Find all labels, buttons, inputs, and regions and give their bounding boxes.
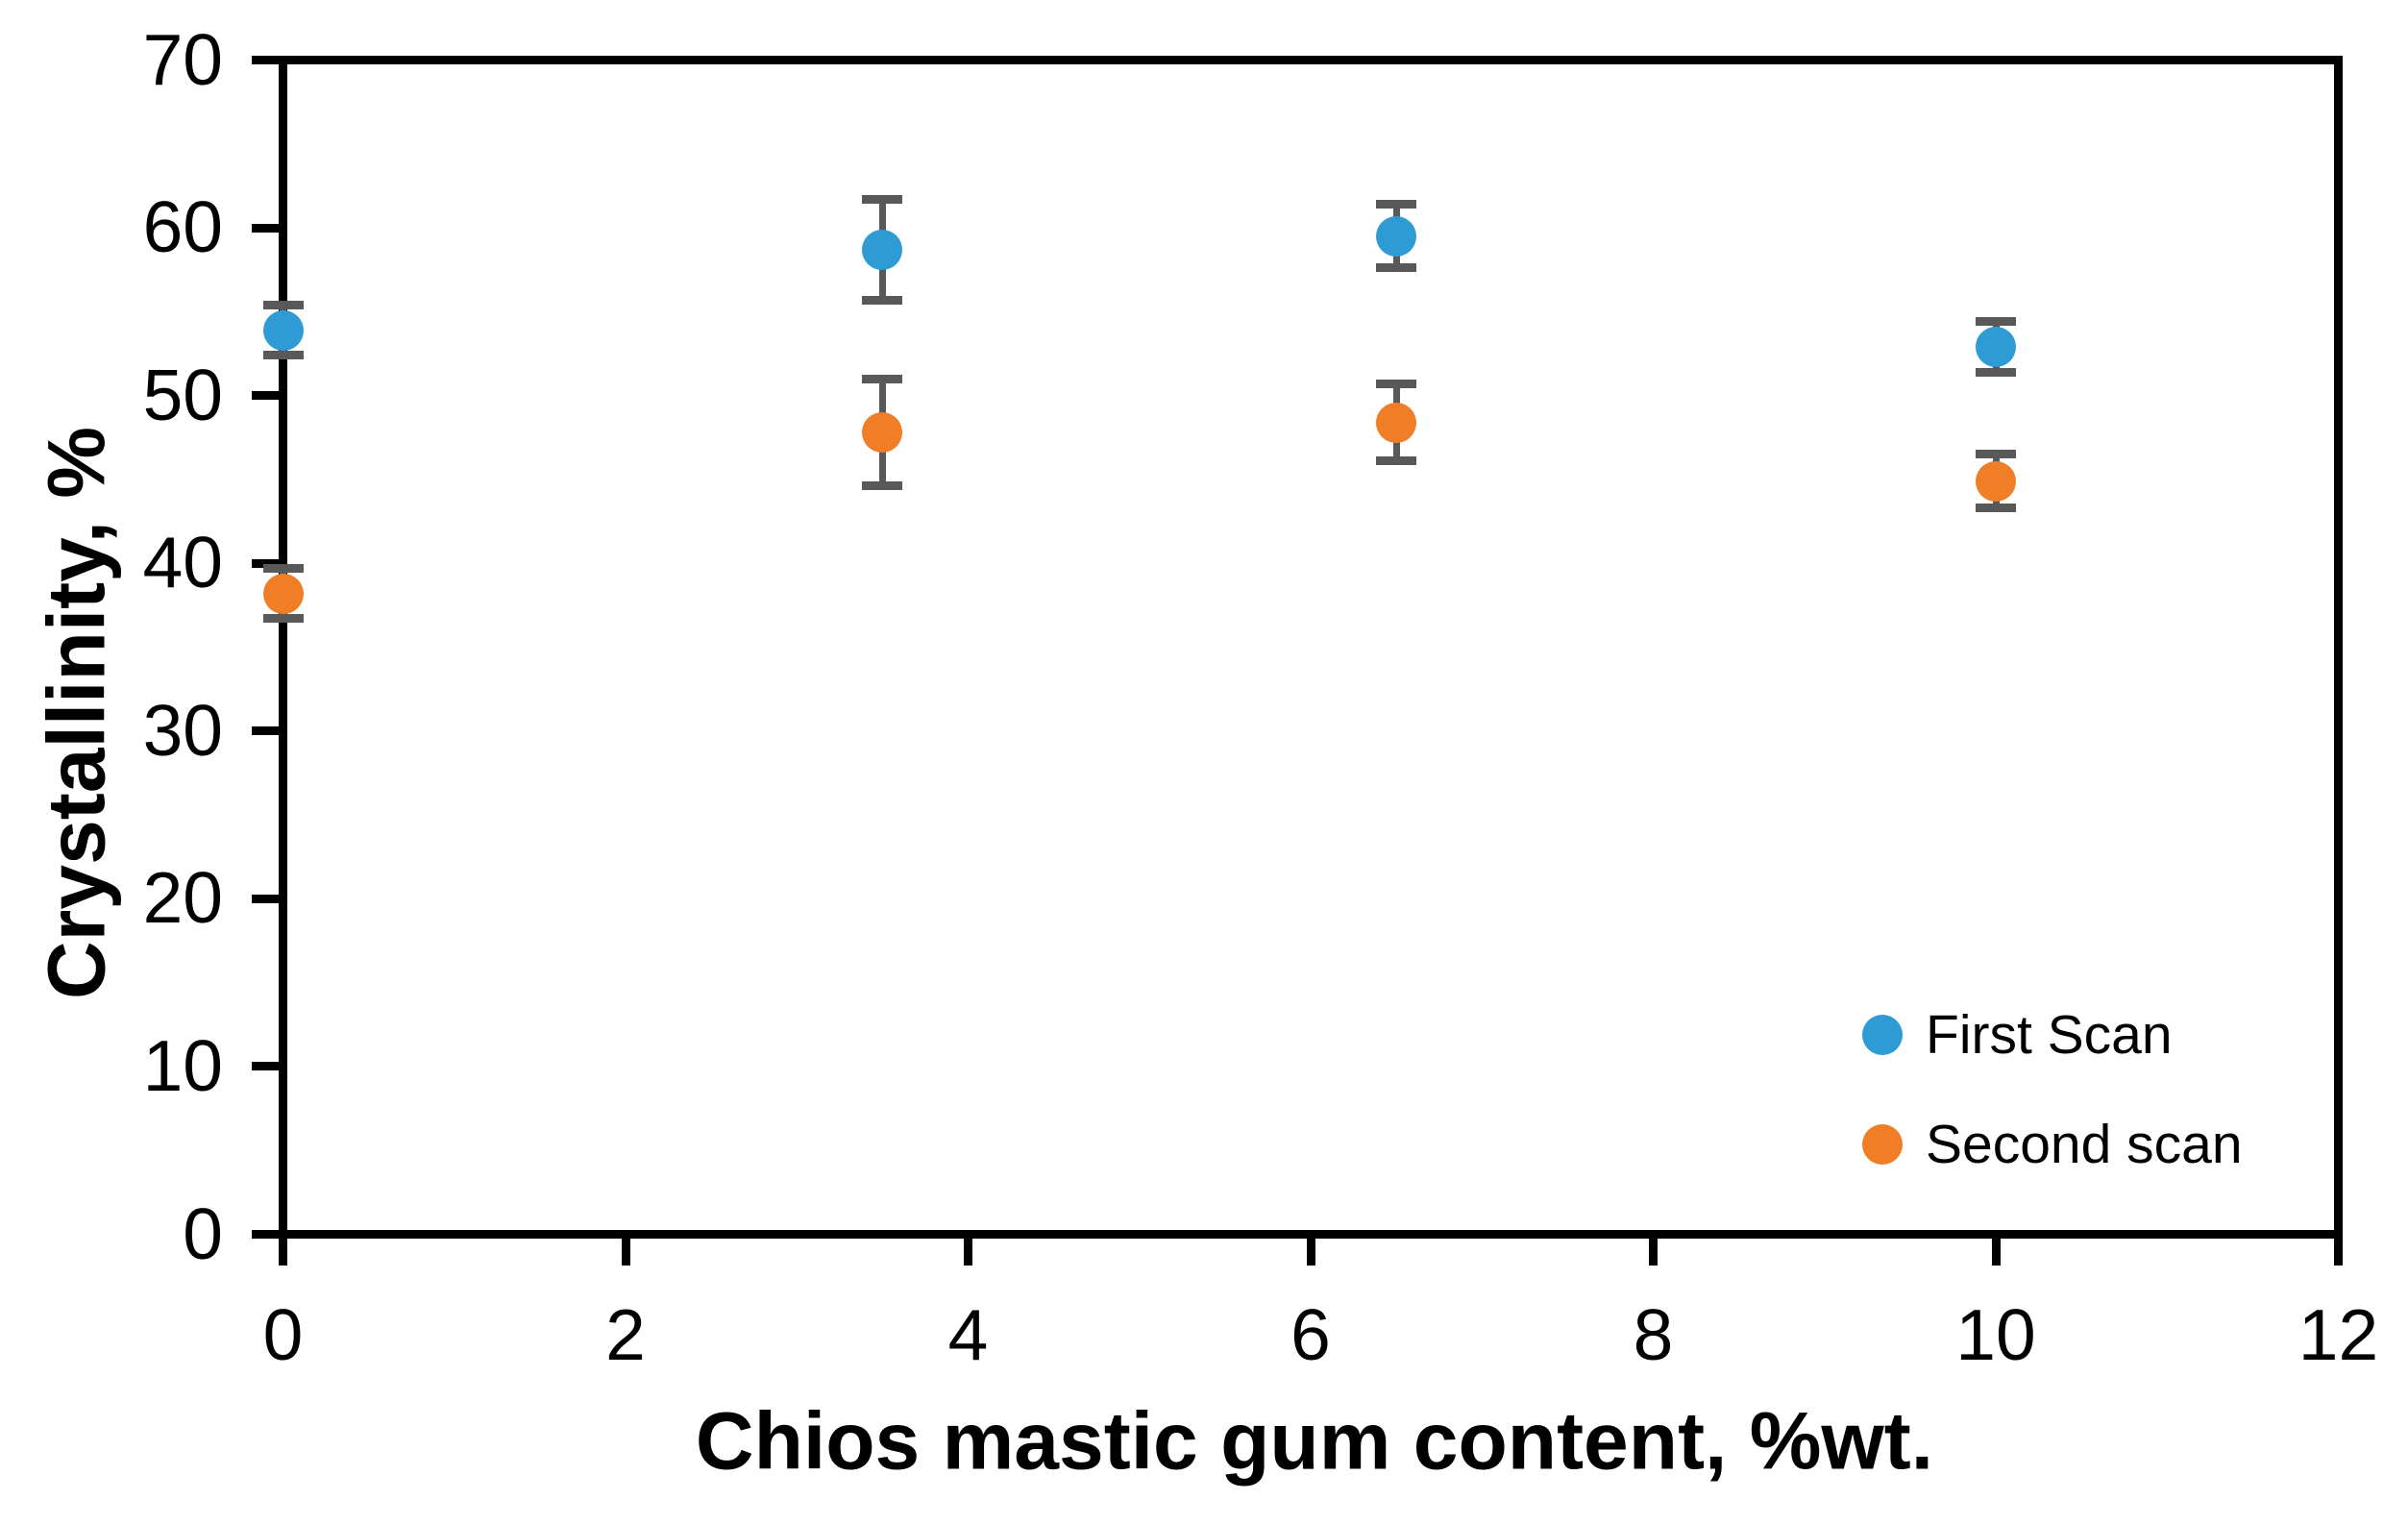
- y-axis-tick: [252, 726, 279, 736]
- error-bar-cap: [1376, 263, 1417, 273]
- y-tick-label: 20: [142, 857, 223, 939]
- error-bar-cap: [1976, 450, 2016, 459]
- x-axis-tick: [1649, 1239, 1658, 1266]
- y-axis-tick: [252, 391, 279, 401]
- legend-label: Second scan: [1926, 1114, 2243, 1175]
- x-axis-title: Chios mastic gum content, %wt.: [695, 1395, 1934, 1487]
- x-axis-tick: [279, 1239, 287, 1266]
- x-axis-tick: [1991, 1239, 2001, 1266]
- legend-label: First Scan: [1926, 1004, 2173, 1066]
- error-bar-cap: [1976, 504, 2016, 513]
- x-axis-tick: [1306, 1239, 1315, 1266]
- y-axis-tick: [252, 1230, 279, 1239]
- x-axis-tick: [621, 1239, 630, 1266]
- y-tick-label: 50: [142, 354, 223, 435]
- legend-item: First Scan: [1862, 1004, 2243, 1066]
- error-bar-cap: [862, 481, 903, 491]
- error-bar-cap: [262, 300, 304, 309]
- error-bar-cap: [862, 194, 903, 204]
- data-point-first-scan-x10: [1976, 327, 2016, 368]
- x-axis-tick: [2334, 1239, 2343, 1266]
- legend-item: Second scan: [1862, 1114, 2243, 1175]
- y-axis-tick: [252, 894, 279, 903]
- x-axis-tick: [964, 1239, 972, 1266]
- legend-marker-icon: [1862, 1124, 1903, 1165]
- error-bar-cap: [1376, 200, 1417, 209]
- y-axis-tick: [252, 223, 279, 233]
- x-tick-label: 2: [605, 1294, 646, 1375]
- data-point-first-scan-x3.5: [862, 229, 903, 270]
- error-bar-cap: [262, 563, 304, 573]
- data-point-second-scan-x6.5: [1376, 402, 1417, 443]
- error-bar-cap: [262, 351, 304, 360]
- x-tick-label: 12: [2297, 1294, 2379, 1375]
- error-bar-cap: [862, 374, 903, 383]
- y-tick-label: 0: [183, 1192, 223, 1274]
- data-point-first-scan-x6.5: [1376, 215, 1417, 257]
- y-tick-label: 70: [142, 18, 223, 100]
- error-bar-cap: [1976, 317, 2016, 327]
- x-tick-label: 6: [1290, 1294, 1331, 1375]
- legend: First Scan Second scan: [1862, 1004, 2243, 1223]
- legend-marker-icon: [1862, 1015, 1903, 1055]
- y-tick-label: 10: [142, 1024, 223, 1106]
- error-bar-cap: [1376, 379, 1417, 388]
- x-tick-label: 10: [1955, 1294, 2036, 1375]
- data-point-first-scan-x0: [262, 309, 304, 351]
- data-point-second-scan-x10: [1976, 460, 2016, 502]
- error-bar-cap: [262, 614, 304, 624]
- error-bar-cap: [1976, 367, 2016, 377]
- plot-area: [279, 56, 2343, 1239]
- error-bar-cap: [862, 295, 903, 305]
- y-tick-label: 60: [142, 186, 223, 268]
- data-point-second-scan-x0: [262, 573, 304, 614]
- y-axis-tick: [252, 558, 279, 568]
- data-point-second-scan-x3.5: [862, 412, 903, 454]
- y-tick-label: 40: [142, 522, 223, 603]
- x-tick-label: 0: [262, 1294, 304, 1375]
- x-tick-label: 4: [947, 1294, 989, 1375]
- x-tick-label: 8: [1633, 1294, 1674, 1375]
- y-tick-label: 30: [142, 689, 223, 771]
- error-bar-cap: [1376, 456, 1417, 466]
- y-axis-tick: [252, 56, 279, 64]
- y-axis-tick: [252, 1062, 279, 1071]
